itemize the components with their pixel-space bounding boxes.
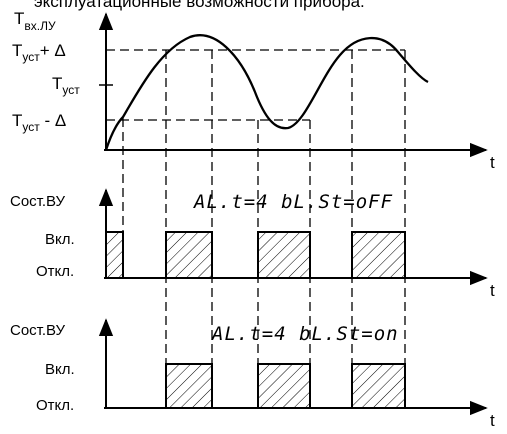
on-pulse bbox=[257, 363, 311, 409]
temperature-plot: Tвх.ЛУ t Tуст+ Δ Tуст Tуст - Δ bbox=[12, 9, 495, 172]
temperature-curve bbox=[104, 34, 429, 151]
on-label: Вкл. bbox=[45, 231, 75, 248]
output-state-plot-off: Сост.ВУ t Вкл. Откл. AL.t=4 bL.St=oFF bbox=[10, 188, 495, 300]
top-caption: эксплуатационные возможности прибора. bbox=[34, 0, 365, 11]
on-pulse bbox=[105, 231, 124, 279]
lower-threshold-label: Tуст - Δ bbox=[12, 111, 66, 134]
on-label: Вкл. bbox=[45, 361, 75, 378]
off-label: Откл. bbox=[36, 397, 74, 414]
temperature-time-label: t bbox=[490, 153, 495, 172]
setpoint-label: Tуст bbox=[52, 74, 80, 97]
upper-threshold-label: Tуст+ Δ bbox=[12, 41, 66, 64]
off-label: Откл. bbox=[36, 263, 74, 280]
settings-label: AL.t=4 bL.St=on bbox=[211, 323, 399, 345]
output-state-plot-on: Сост.ВУ t Вкл. Откл. AL.t=4 bL.St=on bbox=[10, 318, 495, 430]
switching-guides bbox=[122, 50, 406, 408]
on-pulse bbox=[165, 231, 213, 279]
output-state-axis-label: Сост.ВУ bbox=[10, 193, 66, 210]
on-pulse bbox=[351, 231, 406, 279]
output-state-time-label: t bbox=[490, 411, 495, 430]
on-pulse bbox=[351, 363, 406, 409]
temperature-axis-label: Tвх.ЛУ bbox=[14, 9, 56, 33]
on-pulse bbox=[165, 363, 213, 409]
output-state-time-label: t bbox=[490, 281, 495, 300]
on-pulse bbox=[257, 231, 311, 279]
settings-label: AL.t=4 bL.St=oFF bbox=[193, 191, 393, 213]
output-state-axis-label: Сост.ВУ bbox=[10, 322, 66, 339]
